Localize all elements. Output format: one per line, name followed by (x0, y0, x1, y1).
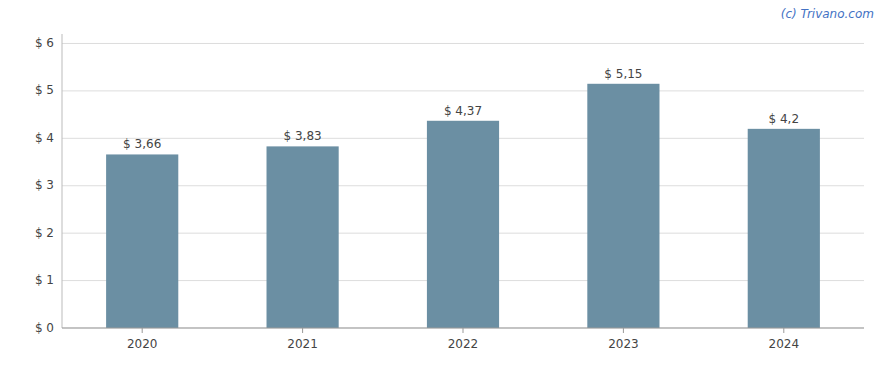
x-tick (302, 328, 303, 333)
chart-svg: $ 0$ 1$ 2$ 3$ 4$ 5$ 6$ 3,66$ 3,83$ 4,37$… (0, 0, 888, 370)
data-label: $ 4,37 (444, 104, 482, 118)
x-tick (463, 328, 464, 333)
y-tick-label: $ 2 (35, 226, 54, 240)
data-labels: $ 3,66 $ 3,83 $ 4,37 $ 5,15 $ 4,2 (123, 67, 799, 152)
bar (587, 84, 659, 328)
x-axis: 2020 2021 2022 2023 2024 (62, 328, 864, 351)
bar (106, 154, 178, 328)
x-tick (142, 328, 143, 333)
y-axis: $ 0 $ 1 $ 2 $ 3 $ 4 $ 5 $ 6 (35, 34, 62, 335)
y-tick-label: $ 1 (35, 273, 54, 287)
watermark: (c) Trivano.com (781, 7, 874, 21)
x-tick-label: 2021 (287, 337, 318, 351)
bar (748, 129, 820, 328)
data-label: $ 3,83 (284, 129, 322, 143)
y-tick-label: $ 0 (35, 321, 54, 335)
x-tick (623, 328, 624, 333)
x-tick-label: 2022 (448, 337, 479, 351)
data-label: $ 3,66 (123, 137, 161, 151)
grid (62, 43, 864, 328)
x-tick-label: 2024 (769, 337, 800, 351)
y-tick-label: $ 3 (35, 178, 54, 192)
bar (267, 146, 339, 328)
bars (106, 84, 820, 328)
chart-container: $ 0$ 1$ 2$ 3$ 4$ 5$ 6$ 3,66$ 3,83$ 4,37$… (0, 0, 888, 370)
data-label: $ 5,15 (604, 67, 642, 81)
grid-line (62, 90, 864, 91)
y-axis-line (62, 34, 63, 328)
data-label: $ 4,2 (769, 112, 800, 126)
y-tick-label: $ 6 (35, 36, 54, 50)
y-tick-label: $ 4 (35, 131, 54, 145)
x-tick-label: 2023 (608, 337, 639, 351)
bar (427, 121, 499, 328)
y-tick-label: $ 5 (35, 83, 54, 97)
x-tick-label: 2020 (127, 337, 158, 351)
grid-line (62, 43, 864, 44)
x-tick (783, 328, 784, 333)
